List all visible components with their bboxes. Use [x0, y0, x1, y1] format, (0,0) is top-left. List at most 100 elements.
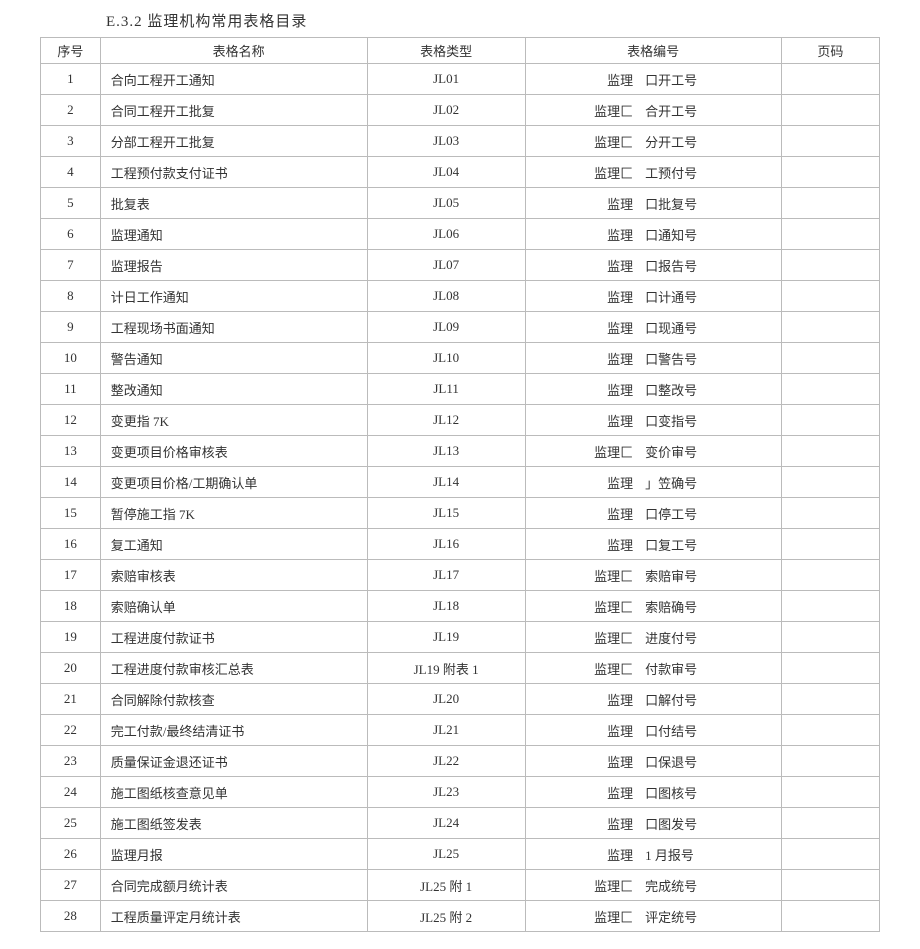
- table-row: 11整改通知JL11监理口整改号: [41, 374, 880, 405]
- code-suffix: 变价审号: [645, 442, 735, 461]
- table-row: 27合同完成额月统计表JL25 附 1监理匚完成统号: [41, 870, 880, 901]
- cell-page: [781, 281, 879, 312]
- code-prefix: 监理: [571, 411, 633, 430]
- code-prefix: 监理: [571, 225, 633, 244]
- cell-code: 监理口批复号: [525, 188, 781, 219]
- code-prefix: 监理: [571, 349, 633, 368]
- cell-page: [781, 126, 879, 157]
- cell-page: [781, 839, 879, 870]
- cell-type: JL21: [367, 715, 525, 746]
- col-header-code: 表格编号: [525, 38, 781, 64]
- code-suffix: 口通知号: [645, 225, 735, 244]
- cell-code: 监理匚索赔确号: [525, 591, 781, 622]
- cell-code: 监理」笠确号: [525, 467, 781, 498]
- cell-seq: 4: [41, 157, 101, 188]
- cell-page: [781, 715, 879, 746]
- cell-page: [781, 64, 879, 95]
- code-prefix: 监理: [571, 504, 633, 523]
- cell-seq: 12: [41, 405, 101, 436]
- cell-name: 监理报告: [100, 250, 367, 281]
- cell-code: 监理匚评定统号: [525, 901, 781, 932]
- cell-page: [781, 95, 879, 126]
- cell-type: JL19 附表 1: [367, 653, 525, 684]
- code-prefix: 监理: [571, 380, 633, 399]
- table-row: 23质量保证金退还证书JL22监理口保退号: [41, 746, 880, 777]
- cell-name: 警告通知: [100, 343, 367, 374]
- table-row: 8计日工作通知JL08监理口计通号: [41, 281, 880, 312]
- cell-seq: 6: [41, 219, 101, 250]
- cell-type: JL25: [367, 839, 525, 870]
- cell-type: JL09: [367, 312, 525, 343]
- code-suffix: 口报告号: [645, 256, 735, 275]
- code-prefix: 监理: [571, 318, 633, 337]
- code-prefix: 监理匚: [571, 597, 633, 616]
- cell-code: 监理口变指号: [525, 405, 781, 436]
- table-row: 25施工图纸签发表JL24监理口图发号: [41, 808, 880, 839]
- cell-type: JL08: [367, 281, 525, 312]
- code-suffix: 口计通号: [645, 287, 735, 306]
- cell-code: 监理口整改号: [525, 374, 781, 405]
- cell-name: 工程质量评定月统计表: [100, 901, 367, 932]
- cell-page: [781, 808, 879, 839]
- code-prefix: 监理: [571, 845, 633, 864]
- cell-name: 合同解除付款核查: [100, 684, 367, 715]
- code-suffix: 完成统号: [645, 876, 735, 895]
- cell-type: JL25 附 2: [367, 901, 525, 932]
- cell-type: JL20: [367, 684, 525, 715]
- cell-page: [781, 684, 879, 715]
- code-suffix: 进度付号: [645, 628, 735, 647]
- code-prefix: 监理: [571, 194, 633, 213]
- col-header-type: 表格类型: [367, 38, 525, 64]
- cell-code: 监理口保退号: [525, 746, 781, 777]
- cell-name: 复工通知: [100, 529, 367, 560]
- code-suffix: 口复工号: [645, 535, 735, 554]
- cell-name: 变更指 7K: [100, 405, 367, 436]
- cell-seq: 25: [41, 808, 101, 839]
- code-prefix: 监理匚: [571, 907, 633, 926]
- cell-type: JL14: [367, 467, 525, 498]
- cell-name: 工程进度付款证书: [100, 622, 367, 653]
- cell-code: 监理口报告号: [525, 250, 781, 281]
- code-prefix: 监理: [571, 752, 633, 771]
- cell-name: 暂停施工指 7K: [100, 498, 367, 529]
- cell-name: 监理月报: [100, 839, 367, 870]
- cell-page: [781, 188, 879, 219]
- section-title: E.3.2 监理机构常用表格目录: [106, 10, 880, 31]
- cell-page: [781, 653, 879, 684]
- code-prefix: 监理: [571, 783, 633, 802]
- cell-type: JL22: [367, 746, 525, 777]
- cell-page: [781, 622, 879, 653]
- cell-page: [781, 157, 879, 188]
- col-header-page: 页码: [781, 38, 879, 64]
- code-suffix: 1 月报号: [645, 845, 735, 864]
- cell-name: 批复表: [100, 188, 367, 219]
- code-suffix: 」笠确号: [645, 473, 735, 492]
- code-suffix: 口整改号: [645, 380, 735, 399]
- table-row: 9工程现场书面通知JL09监理口现通号: [41, 312, 880, 343]
- cell-seq: 13: [41, 436, 101, 467]
- cell-name: 完工付款/最终结清证书: [100, 715, 367, 746]
- cell-type: JL11: [367, 374, 525, 405]
- cell-seq: 7: [41, 250, 101, 281]
- cell-name: 监理通知: [100, 219, 367, 250]
- code-prefix: 监理匚: [571, 659, 633, 678]
- table-row: 28工程质量评定月统计表JL25 附 2监理匚评定统号: [41, 901, 880, 932]
- cell-code: 监理口复工号: [525, 529, 781, 560]
- cell-type: JL12: [367, 405, 525, 436]
- table-row: 17索赔审核表JL17监理匚索赔审号: [41, 560, 880, 591]
- table-row: 18索赔确认单JL18监理匚索赔确号: [41, 591, 880, 622]
- code-suffix: 口停工号: [645, 504, 735, 523]
- cell-code: 监理口付结号: [525, 715, 781, 746]
- cell-name: 计日工作通知: [100, 281, 367, 312]
- cell-page: [781, 374, 879, 405]
- cell-code: 监理口图发号: [525, 808, 781, 839]
- cell-page: [781, 467, 879, 498]
- cell-code: 监理匚合开工号: [525, 95, 781, 126]
- cell-seq: 22: [41, 715, 101, 746]
- cell-name: 合同工程开工批复: [100, 95, 367, 126]
- cell-page: [781, 777, 879, 808]
- table-row: 19工程进度付款证书JL19监理匚进度付号: [41, 622, 880, 653]
- table-row: 21合同解除付款核查JL20监理口解付号: [41, 684, 880, 715]
- table-row: 16复工通知JL16监理口复工号: [41, 529, 880, 560]
- table-row: 24施工图纸核查意见单JL23监理口图核号: [41, 777, 880, 808]
